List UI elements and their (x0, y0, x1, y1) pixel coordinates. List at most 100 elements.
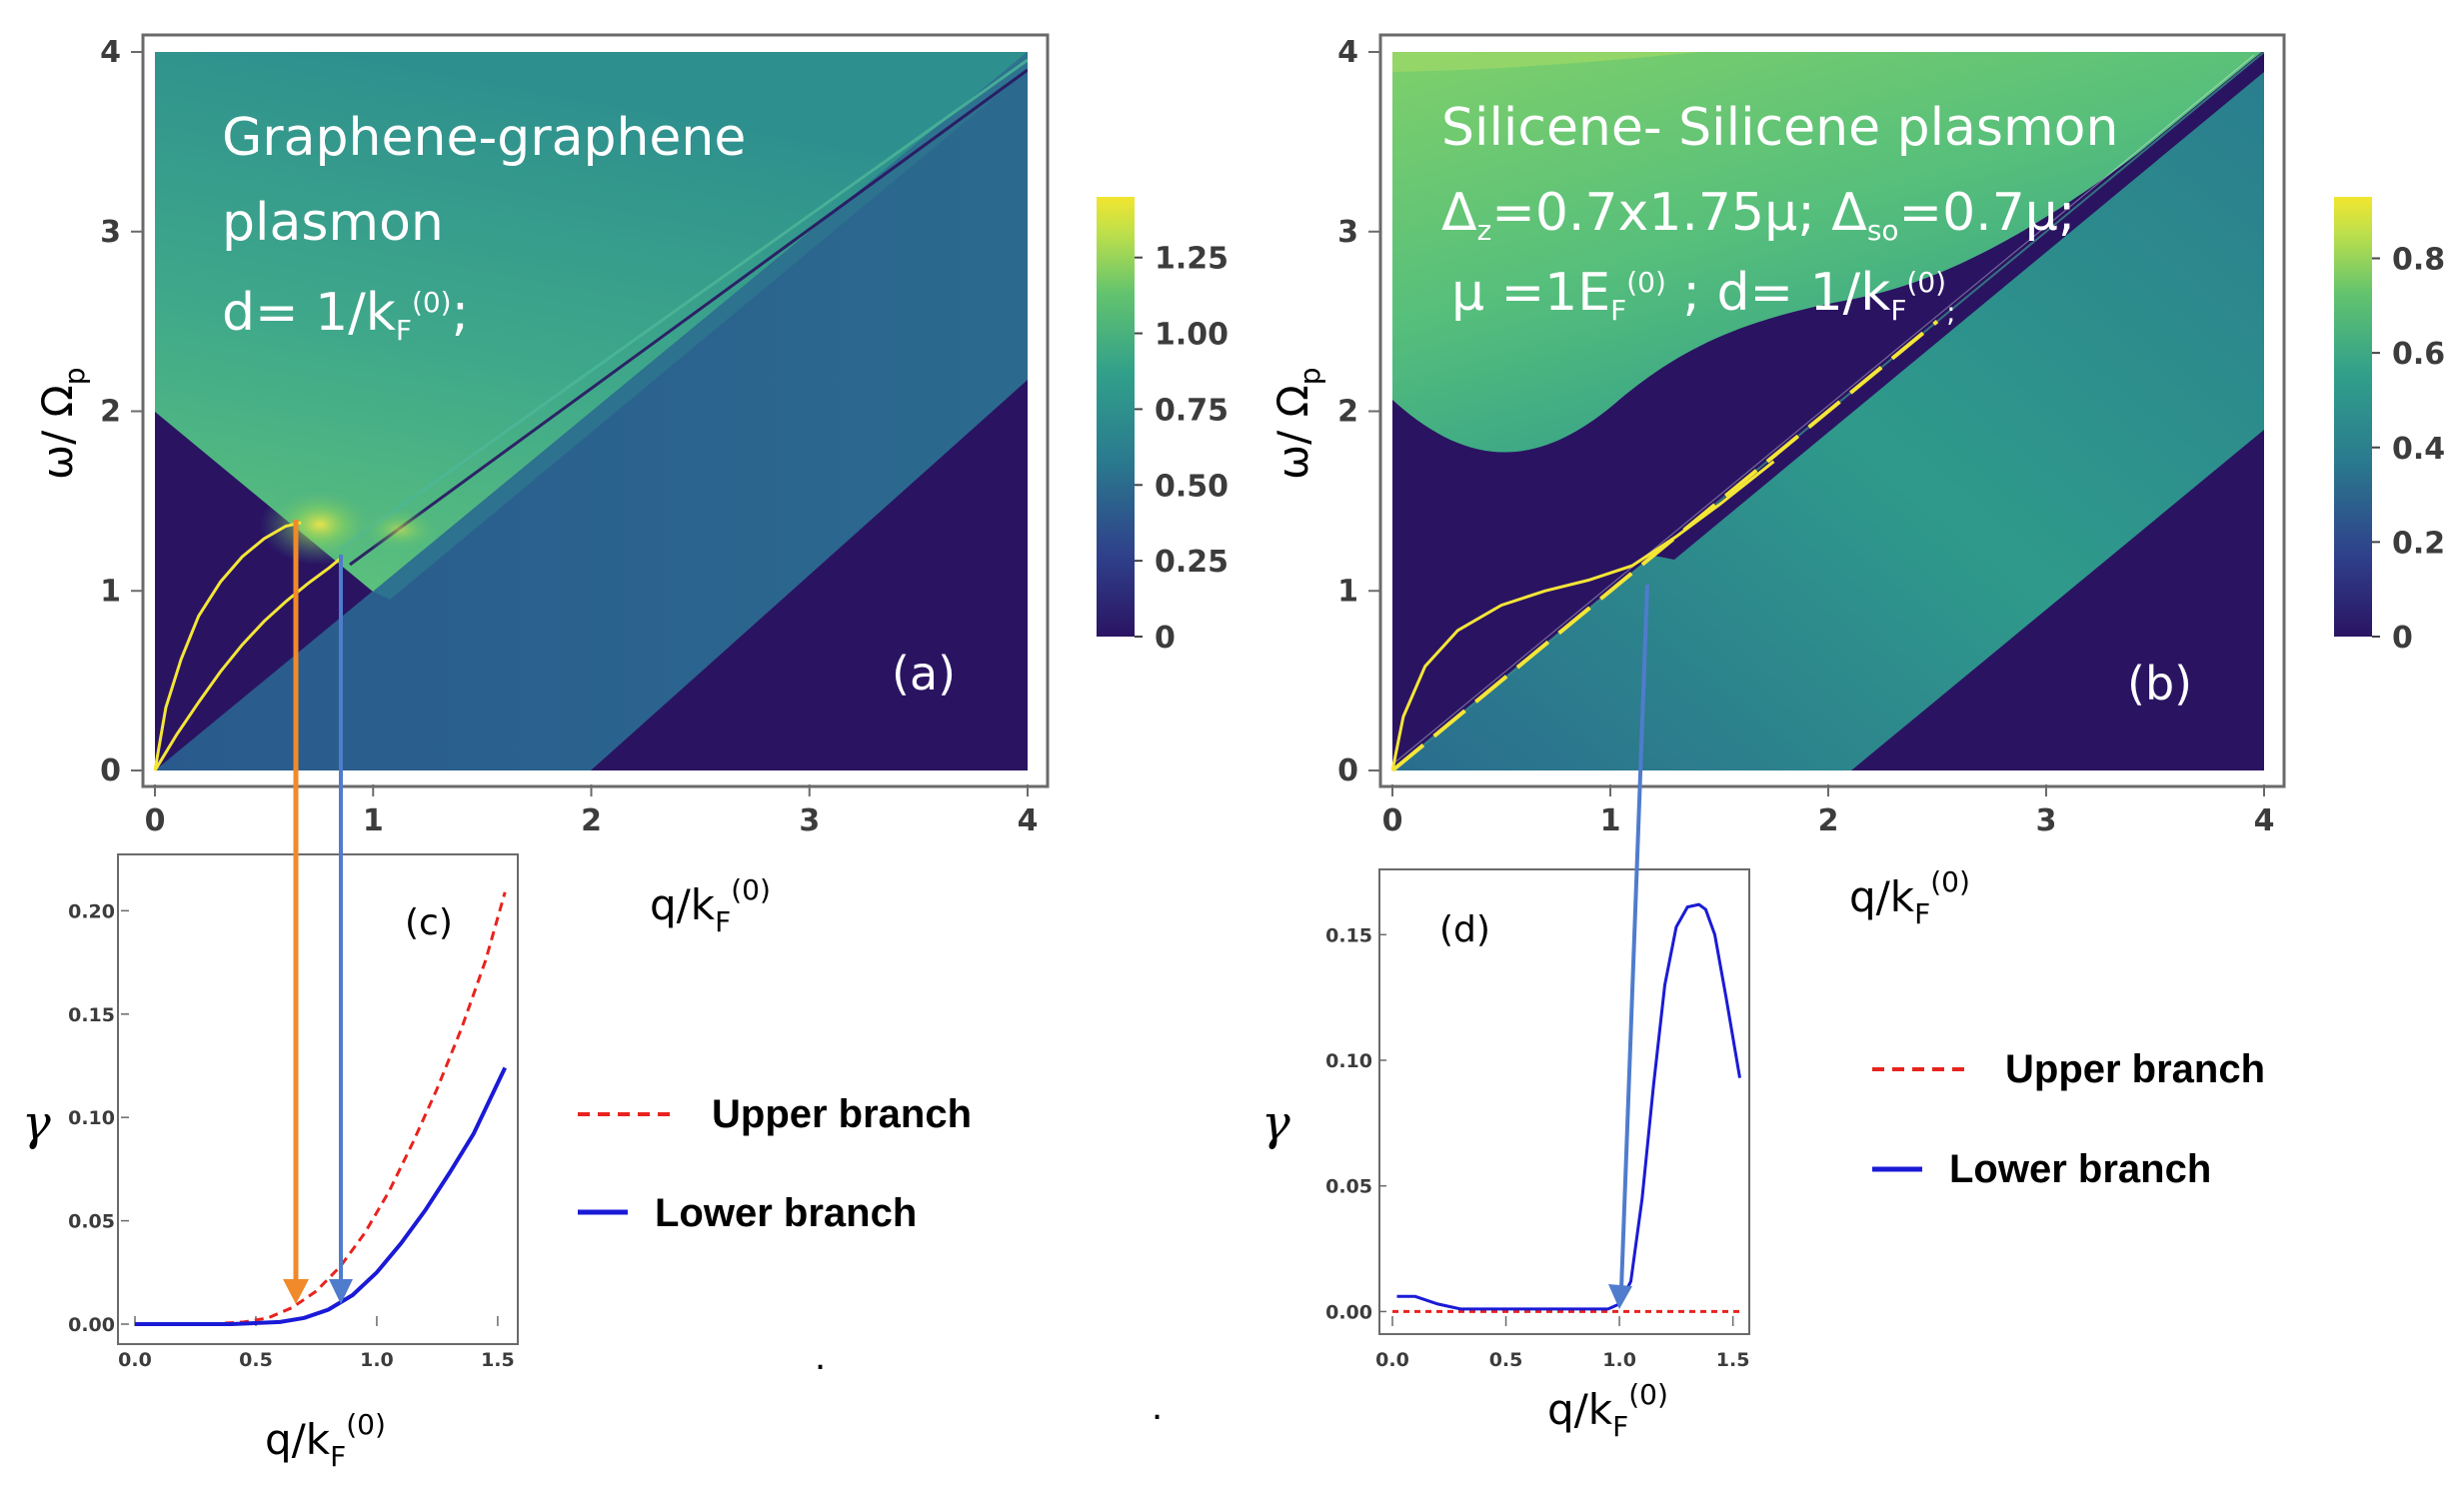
y-tick-label: 0.05 (68, 1211, 115, 1233)
y-tick-label: 0.10 (68, 1107, 115, 1129)
legend-d-upper-label: Upper branch (2005, 1047, 2265, 1091)
x-tick-label: 2 (581, 803, 602, 838)
panel-b-x-ticks: 0 1 2 3 4 (1382, 784, 2275, 838)
y-tick-label: 1 (1337, 574, 1358, 609)
panel-d-y-label: γ (1261, 1095, 1290, 1151)
x-tick-label: 1.5 (1716, 1349, 1750, 1371)
panel-a-y-ticks: 0 1 2 3 4 (100, 35, 143, 788)
x-tick-label: 1.5 (481, 1349, 515, 1371)
panel-c-y-label: γ (22, 1095, 51, 1151)
y-tick-label: 1 (100, 574, 121, 609)
blue-arrow-line-b (1619, 584, 1649, 1290)
panel-a-lower-dispersion (153, 557, 342, 771)
x-tick-label: 1.0 (360, 1349, 394, 1371)
legend-c-lower-label: Lower branch (655, 1191, 917, 1235)
panel-b-lower-dispersion (1390, 320, 1939, 772)
panel-a-to-c-arrows (283, 520, 353, 1304)
colorbar-tick-label: 0.6 (2392, 337, 2445, 372)
y-tick-label: 0.05 (1325, 1176, 1372, 1198)
x-tick-label: 2 (1818, 803, 1839, 838)
y-tick-label: 0.00 (68, 1314, 115, 1336)
panel-a-label: (a) (892, 647, 956, 701)
orange-arrow-head (283, 1279, 309, 1304)
y-tick-label: 0.15 (68, 1004, 115, 1026)
stray-dot-2: . (1152, 1384, 1163, 1428)
panel-c-frame (117, 853, 519, 1345)
panel-d-y-ticks: 0.00 0.05 0.10 0.15 (1325, 924, 1386, 1323)
x-tick-label: 0 (1382, 803, 1403, 838)
colorbar-tick-label: 0.8 (2392, 243, 2445, 278)
panel-b-annotation-line1: Silicene- Silicene plasmon (1441, 98, 2118, 158)
x-tick-label: 0.5 (1489, 1349, 1523, 1371)
colorbar-tick-label: 0 (2392, 621, 2413, 656)
colorbar-tick-label: 0.50 (1155, 469, 1229, 504)
x-tick-label: 0 (145, 803, 166, 838)
x-tick-label: 1.0 (1602, 1349, 1636, 1371)
panel-d-x-label: q/kF(0) (1547, 1378, 1668, 1443)
panel-a-heatmap (155, 52, 1028, 770)
panel-a-colorbar-ticks: 0 0.25 0.50 0.75 1.00 1.25 (1135, 242, 1229, 656)
blue-arrow-head-b (1608, 1284, 1632, 1309)
panel-a-x-label: q/kF(0) (650, 873, 771, 938)
panel-c-x-label: q/kF(0) (265, 1408, 386, 1473)
panel-b-x-label: q/kF(0) (1849, 865, 1970, 930)
panel-b-colorbar (2334, 197, 2372, 637)
panel-b-colorbar-ticks: 0 0.2 0.4 0.6 0.8 (2372, 243, 2445, 656)
colorbar-tick-label: 1.00 (1155, 318, 1229, 353)
panel-a: Graphene-graphene plasmon d= 1/kF(0); (a… (33, 33, 1229, 938)
colorbar-tick-label: 0.25 (1155, 545, 1229, 580)
x-tick-label: 0.0 (118, 1349, 152, 1371)
y-tick-label: 0.00 (1325, 1301, 1372, 1323)
y-tick-label: 4 (100, 35, 121, 70)
y-tick-label: 0 (1337, 753, 1358, 788)
panel-b-annotation-line3: μ =1EF(0) ; d= 1/kF(0); (1451, 263, 1956, 329)
legend-c: Upper branch Lower branch (578, 1092, 972, 1235)
stray-dot-1: . (815, 1334, 826, 1378)
legend-d: Upper branch Lower branch (1872, 1047, 2265, 1191)
x-tick-label: 1 (363, 803, 384, 838)
colorbar-tick-label: 1.25 (1155, 242, 1229, 277)
legend-c-upper-label: Upper branch (712, 1092, 972, 1136)
panel-c-y-ticks: 0.00 0.05 0.10 0.15 0.20 (68, 900, 129, 1336)
x-tick-label: 3 (2036, 803, 2057, 838)
panel-c-x-ticks: 0.0 0.5 1.0 1.5 (118, 1316, 515, 1371)
y-tick-label: 2 (1337, 395, 1358, 430)
colorbar-tick-label: 0 (1155, 621, 1176, 656)
panel-c-lower-branch-line (135, 1066, 508, 1326)
panel-b-y-label: ω/ Ωp (1268, 367, 1326, 480)
y-tick-label: 0.20 (68, 900, 115, 922)
y-tick-label: 2 (100, 395, 121, 430)
y-tick-label: 4 (1337, 35, 1358, 70)
x-tick-label: 4 (1018, 803, 1039, 838)
y-tick-label: 0.15 (1325, 924, 1372, 946)
panel-b-annotation-line2: Δz=0.7x1.75μ; Δso=0.7μ; (1441, 183, 2075, 247)
y-tick-label: 3 (1337, 215, 1358, 250)
panel-a-y-label: ω/ Ωp (33, 367, 91, 480)
x-tick-label: 4 (2254, 803, 2275, 838)
y-tick-label: 3 (100, 215, 121, 250)
panel-a-x-ticks: 0 1 2 3 4 (145, 784, 1039, 838)
panel-d-frame (1378, 868, 1750, 1335)
panel-b-to-d-arrow (1608, 584, 1649, 1309)
y-tick-label: 0.10 (1325, 1050, 1372, 1072)
x-tick-label: 3 (799, 803, 820, 838)
panel-d-lower-branch-line (1396, 902, 1741, 1311)
colorbar-tick-label: 0.75 (1155, 393, 1229, 428)
panel-a-annotation-line3: d= 1/kF(0); (222, 283, 469, 347)
x-tick-label: 1 (1600, 803, 1621, 838)
panel-c: 0.0 0.5 1.0 1.5 0.000.050.100.150.20 (c) γ … (22, 853, 519, 1473)
panel-a-upper-dispersion (153, 521, 302, 771)
panel-d: 0.0 0.5 1.0 1.5 0.00 0.05 0.10 0.15 (d) γ q/kF… (1261, 868, 1750, 1443)
y-tick-label: 0 (100, 753, 121, 788)
panel-b-y-ticks: 0 1 2 3 4 (1337, 35, 1380, 788)
x-tick-label: 0.5 (239, 1349, 273, 1371)
panel-d-x-ticks: 0.0 0.5 1.0 1.5 (1375, 1316, 1749, 1371)
legend-d-lower-label: Lower branch (1949, 1147, 2211, 1191)
panel-a-colorbar (1097, 197, 1135, 637)
colorbar-tick-label: 0.2 (2392, 526, 2445, 561)
panel-d-label: (d) (1439, 909, 1490, 950)
panel-a-annotation-line1: Graphene-graphene (222, 108, 746, 168)
x-tick-label: 0.0 (1375, 1349, 1409, 1371)
blue-arrow-head-a (329, 1279, 353, 1304)
